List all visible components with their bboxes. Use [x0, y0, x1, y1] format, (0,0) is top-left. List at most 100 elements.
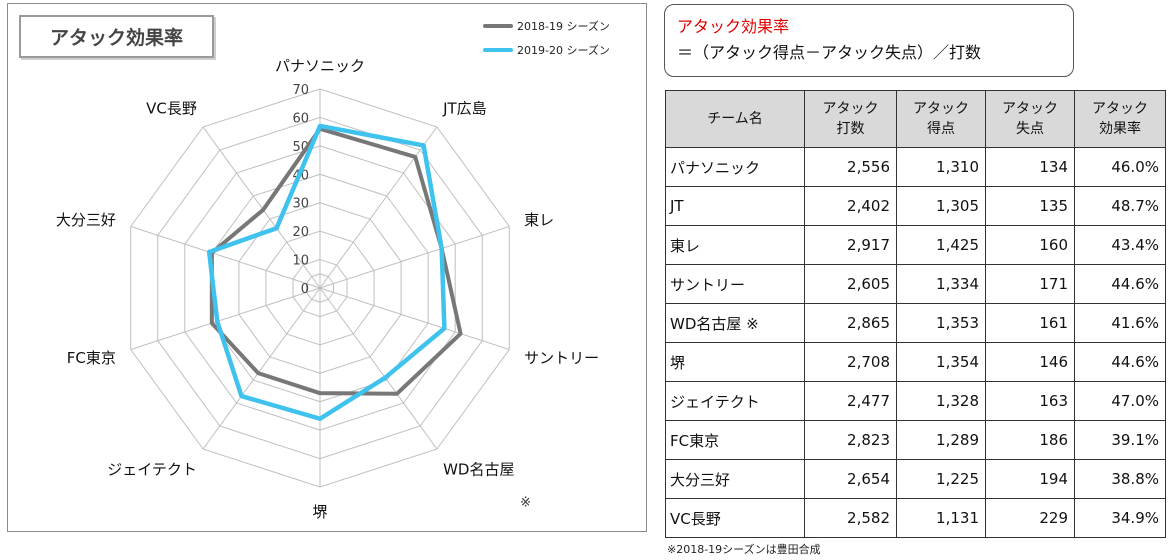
- attempts-cell: 2,556: [804, 147, 897, 187]
- tick-label: 10: [292, 254, 309, 269]
- grid-spoke: [202, 287, 321, 450]
- chart-title: アタック効果率: [19, 15, 214, 58]
- data-point: [440, 246, 444, 250]
- grid-spoke: [202, 126, 321, 289]
- data-point: [318, 391, 322, 395]
- efficiency-cell: 41.6%: [1074, 303, 1166, 343]
- grid-spoke: [319, 287, 438, 450]
- attack-stats-table: チーム名 アタック打数 アタック得点 アタック 失点 アタック 効果率 パナソニック…: [665, 90, 1166, 538]
- data-point: [459, 332, 463, 336]
- attempts-cell: 2,654: [804, 459, 897, 499]
- radar-chart: 010203040506070パナソニックJT広島東レサントリーWD名古屋※堺ジ…: [56, 57, 599, 521]
- efficiency-cell: 43.4%: [1074, 225, 1166, 265]
- header-attempts: アタック 打数: [804, 90, 897, 148]
- efficiency-cell: 44.6%: [1074, 264, 1166, 304]
- legend-label-2018-19: 2018-19 シーズン: [517, 20, 610, 33]
- data-point: [318, 417, 322, 421]
- legend-label-2019-20: 2019-20 シーズン: [517, 44, 610, 57]
- legend-item-2018-19: 2018-19 シーズン: [483, 14, 610, 38]
- team-name-cell: 堺: [665, 342, 805, 382]
- header-team-name-label: チーム名: [707, 111, 763, 127]
- efficiency-cell: 48.7%: [1074, 186, 1166, 226]
- tick-label: 60: [292, 111, 309, 126]
- category-label: 東レ: [524, 211, 554, 229]
- header-points-line2: 得点: [927, 121, 955, 137]
- efficiency-cell: 34.9%: [1074, 498, 1166, 538]
- attempts-cell: 2,708: [804, 342, 897, 382]
- data-point: [239, 394, 243, 398]
- table-row: 堺 2,708 1,354 146 44.6%: [665, 342, 1166, 382]
- errors-cell: 186: [985, 420, 1075, 460]
- team-name-cell: パナソニック: [665, 147, 805, 187]
- data-point: [275, 226, 279, 230]
- data-point: [261, 208, 265, 212]
- attempts-cell: 2,582: [804, 498, 897, 538]
- errors-cell: 160: [985, 225, 1075, 265]
- team-name-cell: WD名古屋 ※: [665, 303, 805, 343]
- data-point: [207, 250, 211, 254]
- tick-label: 20: [292, 225, 309, 240]
- errors-cell: 146: [985, 342, 1075, 382]
- header-attempts-line2: 打数: [836, 121, 865, 137]
- header-errors-line1: アタック: [1002, 101, 1058, 117]
- grid-spoke: [319, 126, 438, 289]
- tick-label: 70: [292, 83, 309, 98]
- grid-spoke: [130, 226, 321, 289]
- header-attempts-line1: アタック: [822, 101, 879, 117]
- header-efficiency: アタック 効果率: [1074, 90, 1166, 148]
- team-name-cell: 大分三好: [665, 459, 805, 499]
- attempts-cell: 2,823: [804, 420, 897, 460]
- table-body: パナソニック 2,556 1,310 134 46.0% JT 2,402 1,305 135 4…: [665, 147, 1166, 538]
- category-label: サントリー: [524, 349, 599, 367]
- legend-swatch-2019-20: [483, 48, 513, 52]
- header-errors: アタック 失点: [985, 90, 1075, 148]
- grid-spoke: [319, 226, 510, 289]
- attempts-cell: 2,402: [804, 186, 897, 226]
- data-point: [422, 143, 426, 147]
- table-row: FC東京 2,823 1,289 186 39.1%: [665, 420, 1166, 460]
- legend-swatch-2018-19: [483, 24, 513, 28]
- points-cell: 1,425: [896, 225, 986, 265]
- points-cell: 1,354: [896, 342, 986, 382]
- table-row: 東レ 2,917 1,425 160 43.4%: [665, 225, 1166, 265]
- attempts-cell: 2,865: [804, 303, 897, 343]
- footnote: ※2018-19シーズンは豊田合成: [667, 543, 821, 556]
- tick-label: 30: [292, 197, 309, 212]
- team-name-cell: サントリー: [665, 264, 805, 304]
- table-row: VC長野 2,582 1,131 229 34.9%: [665, 498, 1166, 538]
- formula-title: アタック効果率: [677, 17, 790, 36]
- grid-spoke: [319, 287, 510, 350]
- errors-cell: 171: [985, 264, 1075, 304]
- errors-cell: 194: [985, 459, 1075, 499]
- team-name-cell: 東レ: [665, 225, 805, 265]
- legend-item-2019-20: 2019-20 シーズン: [483, 38, 610, 62]
- header-efficiency-line2: 効果率: [1099, 121, 1141, 137]
- data-point: [215, 319, 219, 323]
- points-cell: 1,305: [896, 186, 986, 226]
- table-row: ジェイテクト 2,477 1,328 163 47.0%: [665, 381, 1166, 421]
- category-label: ジェイテクト: [107, 460, 197, 478]
- errors-cell: 134: [985, 147, 1075, 187]
- efficiency-cell: 47.0%: [1074, 381, 1166, 421]
- table-row: サントリー 2,605 1,334 171 44.6%: [665, 264, 1166, 304]
- points-cell: 1,289: [896, 420, 986, 460]
- efficiency-cell: 44.6%: [1074, 342, 1166, 382]
- data-point: [442, 326, 446, 330]
- attempts-cell: 2,605: [804, 264, 897, 304]
- category-label: 堺: [312, 503, 327, 521]
- chart-legend: 2018-19 シーズン 2019-20 シーズン: [483, 14, 610, 62]
- points-cell: 1,334: [896, 264, 986, 304]
- points-cell: 1,131: [896, 498, 986, 538]
- points-cell: 1,328: [896, 381, 986, 421]
- table-row: WD名古屋 ※ 2,865 1,353 161 41.6%: [665, 303, 1166, 343]
- data-point: [256, 371, 260, 375]
- points-cell: 1,310: [896, 147, 986, 187]
- errors-cell: 161: [985, 303, 1075, 343]
- category-label: JT広島: [442, 100, 487, 118]
- grid-spoke: [130, 287, 321, 350]
- points-cell: 1,225: [896, 459, 986, 499]
- category-label: VC長野: [146, 100, 197, 118]
- data-point: [413, 155, 417, 159]
- team-name-cell: FC東京: [665, 420, 805, 460]
- data-point: [318, 124, 322, 128]
